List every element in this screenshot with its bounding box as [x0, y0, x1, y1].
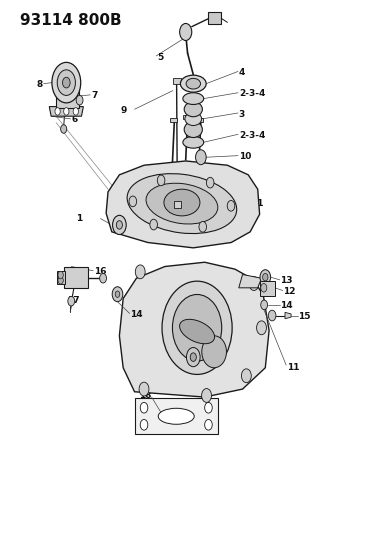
Ellipse shape: [185, 112, 202, 126]
Polygon shape: [239, 274, 262, 288]
Circle shape: [58, 277, 63, 284]
Ellipse shape: [202, 336, 226, 368]
Text: 7: 7: [91, 92, 97, 100]
Circle shape: [180, 23, 192, 41]
Circle shape: [139, 382, 149, 396]
Circle shape: [199, 222, 207, 232]
Text: 14: 14: [280, 302, 293, 310]
Text: 17: 17: [67, 296, 80, 305]
Bar: [170, 118, 177, 122]
Circle shape: [263, 273, 268, 281]
Circle shape: [249, 277, 259, 290]
Ellipse shape: [146, 183, 218, 224]
Circle shape: [61, 125, 67, 133]
Circle shape: [58, 271, 63, 279]
Text: 1: 1: [77, 214, 83, 223]
Circle shape: [186, 348, 200, 367]
Circle shape: [129, 196, 136, 207]
Circle shape: [100, 273, 106, 283]
Ellipse shape: [158, 408, 194, 424]
Polygon shape: [119, 262, 269, 397]
Polygon shape: [135, 398, 218, 434]
Bar: [183, 115, 190, 119]
Text: 2-3-4: 2-3-4: [239, 90, 265, 98]
Ellipse shape: [172, 294, 222, 361]
Ellipse shape: [184, 102, 202, 117]
Ellipse shape: [186, 78, 200, 89]
Circle shape: [115, 291, 120, 297]
Circle shape: [260, 270, 271, 285]
Bar: [197, 118, 203, 122]
Ellipse shape: [180, 75, 206, 92]
Circle shape: [112, 287, 123, 302]
Text: 11: 11: [287, 364, 300, 372]
Text: 6: 6: [71, 116, 77, 124]
Text: 2-3-4: 2-3-4: [239, 131, 265, 140]
Circle shape: [196, 150, 206, 165]
Ellipse shape: [183, 93, 204, 104]
Circle shape: [257, 321, 266, 335]
Circle shape: [205, 419, 212, 430]
Text: 13: 13: [280, 277, 293, 285]
Circle shape: [55, 108, 60, 115]
Circle shape: [202, 389, 211, 402]
Text: 12: 12: [283, 287, 296, 296]
Text: 3: 3: [239, 110, 245, 118]
Ellipse shape: [164, 189, 200, 216]
Circle shape: [190, 353, 196, 361]
Bar: [208, 12, 221, 24]
Circle shape: [261, 300, 268, 310]
Circle shape: [52, 62, 81, 103]
Circle shape: [57, 70, 75, 95]
Circle shape: [76, 95, 83, 105]
Text: 16: 16: [94, 268, 106, 276]
Ellipse shape: [162, 281, 232, 374]
Text: 14: 14: [130, 310, 143, 319]
Circle shape: [207, 177, 214, 188]
Bar: [57, 271, 65, 284]
Circle shape: [227, 200, 235, 211]
Circle shape: [73, 108, 78, 115]
Circle shape: [68, 296, 75, 306]
Ellipse shape: [127, 174, 237, 233]
Circle shape: [205, 402, 212, 413]
Text: 9: 9: [121, 107, 127, 115]
Text: 8: 8: [37, 80, 43, 89]
Polygon shape: [285, 312, 291, 319]
Circle shape: [268, 310, 276, 321]
Circle shape: [113, 215, 126, 235]
Circle shape: [64, 108, 69, 115]
Bar: [56, 85, 79, 108]
Text: 10: 10: [239, 152, 251, 161]
Bar: [173, 78, 181, 84]
Text: 4: 4: [239, 68, 245, 77]
Circle shape: [140, 402, 148, 413]
Circle shape: [116, 221, 122, 229]
Ellipse shape: [180, 319, 215, 344]
Circle shape: [150, 219, 157, 230]
Text: 5: 5: [157, 53, 163, 61]
Text: 15: 15: [298, 312, 311, 321]
Circle shape: [241, 369, 251, 383]
Text: 11: 11: [251, 199, 263, 208]
Text: 18: 18: [139, 391, 152, 400]
Text: 93114 800B: 93114 800B: [20, 13, 121, 28]
Bar: [174, 201, 181, 208]
Ellipse shape: [183, 136, 204, 148]
Bar: [64, 266, 88, 288]
Polygon shape: [106, 161, 260, 248]
Polygon shape: [49, 107, 83, 116]
Circle shape: [140, 419, 148, 430]
Circle shape: [135, 265, 145, 279]
Ellipse shape: [184, 122, 202, 138]
Bar: [260, 281, 275, 296]
Circle shape: [261, 284, 267, 292]
Circle shape: [157, 175, 165, 185]
Circle shape: [63, 77, 70, 88]
